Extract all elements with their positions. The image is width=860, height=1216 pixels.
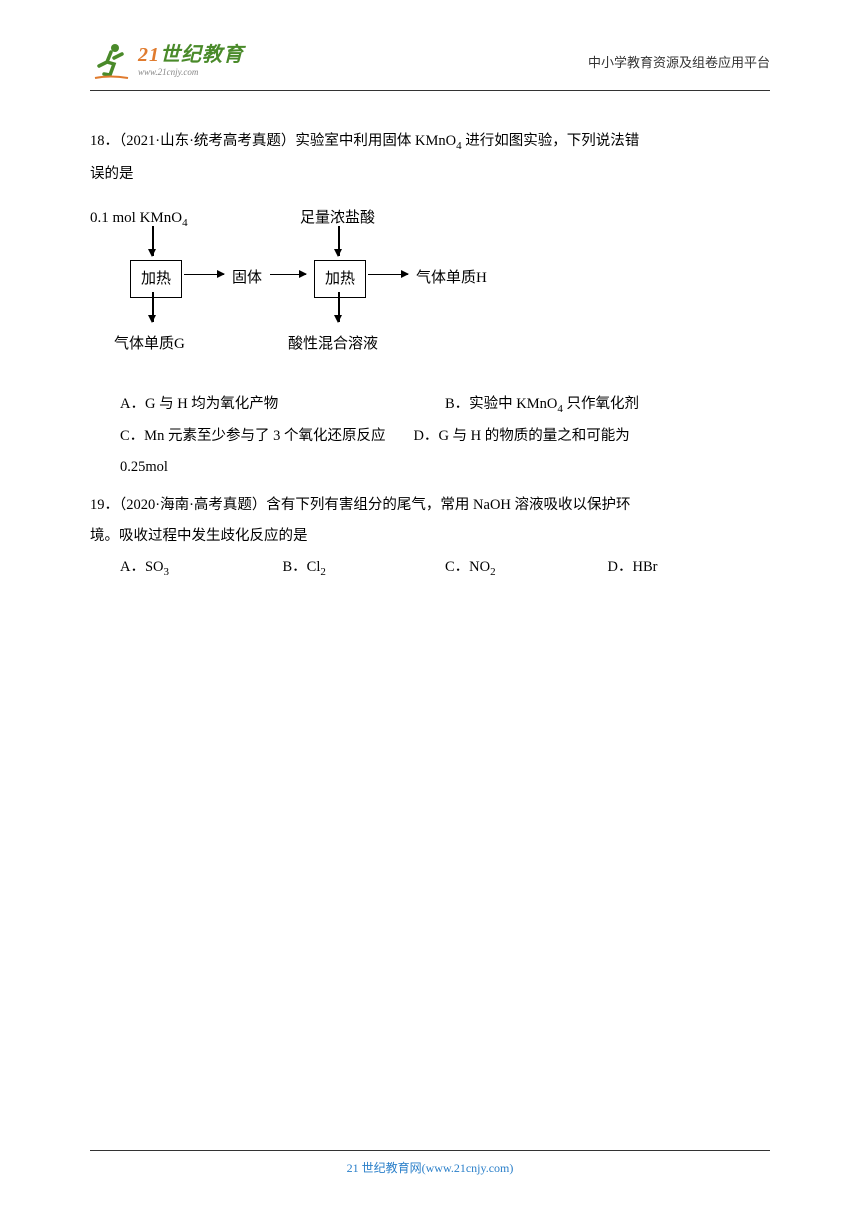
- q19-option-a: A．SO3: [120, 552, 283, 585]
- diag-box-2: 加热: [314, 260, 366, 298]
- arrow-right-3: [368, 274, 408, 276]
- brand-number: 21: [138, 44, 160, 66]
- brand-name: 21世纪教育: [138, 45, 244, 65]
- arrow-down-4: [338, 292, 340, 322]
- q18-option-c: C．Mn 元素至少参与了 3 个氧化还原反应: [120, 421, 385, 452]
- q19-number: 19．: [90, 497, 119, 513]
- q18-stem2: 误的是: [90, 159, 770, 190]
- header-subtitle: 中小学教育资源及组卷应用平台: [588, 52, 770, 71]
- q18-option-d-cont: 0.25mol: [120, 452, 770, 483]
- content-area: 18．（2021·山东·统考高考真题）实验室中利用固体 KMnO4 进行如图实验…: [90, 126, 770, 584]
- q18-options-row3: 0.25mol: [90, 452, 770, 483]
- logo-text: 21世纪教育 www.21cnjy.com: [138, 45, 244, 77]
- q18-options-row1: A．G 与 H 均为氧化产物 B．实验中 KMnO4 只作氧化剂: [90, 389, 770, 422]
- q19-options: A．SO3 B．Cl2 C．NO2 D．HBr: [90, 552, 770, 585]
- arrow-right-1: [184, 274, 224, 276]
- page-footer: 21 世纪教育网(www.21cnjy.com): [90, 1150, 770, 1176]
- diag-top-left: 0.1 mol KMnO4: [90, 202, 188, 236]
- q18-source: （2021·山东·统考高考真题）: [119, 133, 295, 149]
- arrow-down-3: [152, 292, 154, 322]
- diag-box-1: 加热: [130, 260, 182, 298]
- q18-option-d: D．G 与 H 的物质的量之和可能为: [413, 421, 629, 452]
- brand-url: www.21cnjy.com: [138, 67, 244, 77]
- q19-option-d: D．HBr: [608, 552, 771, 585]
- q18-option-b: B．实验中 KMnO4 只作氧化剂: [445, 389, 770, 422]
- question-19: 19．（2020·海南·高考真题）含有下列有害组分的尾气，常用 NaOH 溶液吸…: [90, 490, 770, 585]
- logo-area: 21世纪教育 www.21cnjy.com: [90, 40, 244, 82]
- q19-stem: 19．（2020·海南·高考真题）含有下列有害组分的尾气，常用 NaOH 溶液吸…: [90, 490, 770, 521]
- q19-option-c: C．NO2: [445, 552, 608, 585]
- q18-text1: 实验室中利用固体 KMnO: [295, 133, 456, 149]
- q19-stem2: 境。吸收过程中发生歧化反应的是: [90, 521, 770, 552]
- q18-number: 18．: [90, 133, 119, 149]
- q18-diagram: 0.1 mol KMnO4 足量浓盐酸 加热 固体 加热 气体单质H 气体单质G…: [90, 200, 570, 375]
- diag-mid: 固体: [232, 262, 262, 294]
- diag-bottom-right: 酸性混合溶液: [288, 328, 378, 360]
- arrow-down-2: [338, 226, 340, 256]
- q19-option-b: B．Cl2: [283, 552, 446, 585]
- q18-options-row2: C．Mn 元素至少参与了 3 个氧化还原反应 D．G 与 H 的物质的量之和可能…: [90, 421, 770, 452]
- brand-cn: 世纪教育: [160, 44, 244, 66]
- q18-option-a: A．G 与 H 均为氧化产物: [120, 389, 445, 422]
- q19-source: （2020·海南·高考真题）: [119, 497, 266, 513]
- question-18: 18．（2021·山东·统考高考真题）实验室中利用固体 KMnO4 进行如图实验…: [90, 126, 770, 484]
- q18-stem: 18．（2021·山东·统考高考真题）实验室中利用固体 KMnO4 进行如图实验…: [90, 126, 770, 159]
- arrow-down-1: [152, 226, 154, 256]
- logo-icon: [90, 40, 132, 82]
- diag-right-out: 气体单质H: [416, 262, 487, 294]
- q18-text1b: 进行如图实验，下列说法错: [462, 133, 640, 149]
- q19-text1: 含有下列有害组分的尾气，常用 NaOH 溶液吸收以保护环: [266, 497, 630, 513]
- diag-bottom-left: 气体单质G: [114, 328, 185, 360]
- arrow-right-2: [270, 274, 306, 276]
- page-header: 21世纪教育 www.21cnjy.com 中小学教育资源及组卷应用平台: [90, 40, 770, 91]
